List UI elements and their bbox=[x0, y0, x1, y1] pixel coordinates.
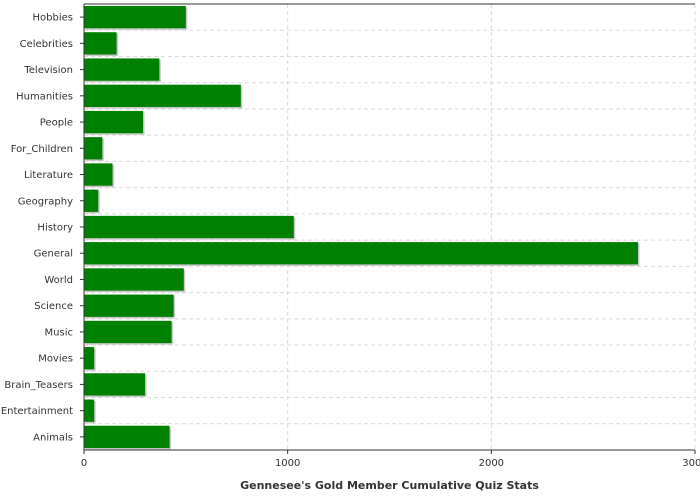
bar-celebrities bbox=[84, 32, 117, 55]
bar-music bbox=[84, 320, 172, 344]
category-label: Entertainment bbox=[1, 406, 73, 417]
category-label: Brain_Teasers bbox=[4, 380, 73, 391]
bar-science bbox=[84, 294, 174, 317]
category-label: Science bbox=[34, 301, 73, 312]
category-label: Celebrities bbox=[20, 39, 73, 50]
bar-history bbox=[84, 215, 294, 239]
bar-brain_teasers bbox=[84, 373, 146, 396]
bar-geography bbox=[84, 189, 99, 212]
grid bbox=[84, 3, 696, 450]
bar-literature bbox=[84, 163, 113, 186]
category-label: Movies bbox=[38, 354, 73, 365]
bar-animals bbox=[84, 425, 170, 449]
bars bbox=[84, 5, 640, 450]
category-label: History bbox=[37, 223, 73, 234]
bar-television bbox=[84, 58, 160, 81]
category-label: Hobbies bbox=[33, 13, 73, 24]
bar-humanities bbox=[84, 84, 241, 107]
bar-for_children bbox=[84, 137, 103, 160]
x-tick-label: 0 bbox=[81, 458, 87, 469]
category-label: Music bbox=[45, 327, 73, 338]
bar-entertainment bbox=[84, 399, 95, 422]
category-label: Literature bbox=[24, 170, 73, 181]
category-label: Humanities bbox=[16, 91, 73, 102]
bar-hobbies bbox=[84, 5, 186, 29]
category-label: World bbox=[44, 275, 73, 286]
category-label: Geography bbox=[18, 196, 73, 207]
bar-people bbox=[84, 110, 144, 134]
x-tick-labels: 0 1000 2000 3000 bbox=[81, 450, 700, 469]
category-label: People bbox=[40, 118, 73, 129]
x-tick-label: 1000 bbox=[275, 458, 300, 469]
category-label: General bbox=[34, 249, 73, 260]
bar-general bbox=[84, 242, 638, 265]
category-label: Television bbox=[23, 65, 73, 76]
bar-world bbox=[84, 268, 184, 291]
x-tick-label: 3000 bbox=[682, 458, 700, 469]
bar-movies bbox=[84, 347, 95, 370]
category-label: For_Children bbox=[11, 144, 73, 155]
x-tick-label: 2000 bbox=[479, 458, 504, 469]
category-label: Animals bbox=[33, 432, 73, 443]
x-axis-title: Gennesee's Gold Member Cumulative Quiz S… bbox=[240, 479, 539, 492]
category-labels: Hobbies Celebrities Television Humanities Pe… bbox=[1, 13, 84, 443]
